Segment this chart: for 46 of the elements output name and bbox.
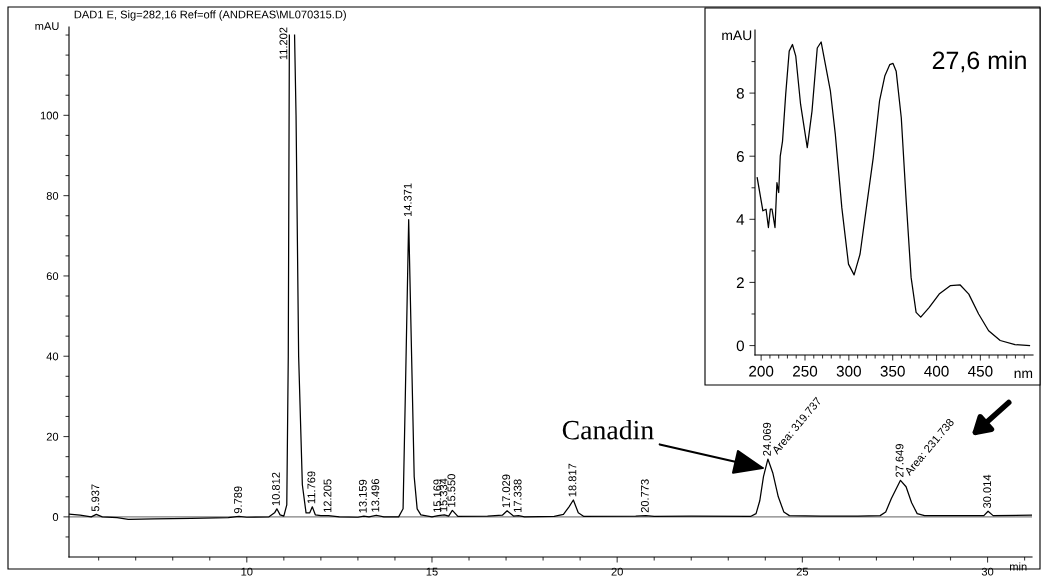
annotation: Canadin <box>562 419 654 440</box>
y-tick-label: 100 <box>40 111 59 120</box>
annotation: 13.496 <box>371 478 380 512</box>
annotation: 17.029 <box>502 474 511 508</box>
annotation: 12.205 <box>323 479 332 513</box>
annotation: 13.159 <box>358 479 367 513</box>
x-tick-label: 30 <box>981 567 994 576</box>
annotation: 11.202 <box>279 27 288 60</box>
y-tick-label: 80 <box>46 191 59 200</box>
y-tick-label: 60 <box>46 272 59 281</box>
annotation: 30.014 <box>983 474 992 509</box>
x-tick-label: 20 <box>611 567 623 576</box>
y-axis-title: mAU <box>722 30 752 41</box>
annotation: 5.937 <box>91 484 100 512</box>
y-tick-label: 40 <box>46 352 59 361</box>
y-tick-label: 20 <box>46 432 59 441</box>
annotation: 14.371 <box>403 183 412 217</box>
annotation: 9.789 <box>234 486 242 514</box>
annotation: 27.649 <box>895 444 904 477</box>
x-tick-label: 200 <box>749 365 774 377</box>
x-tick-label: 15 <box>426 567 438 576</box>
annotation: 18.817 <box>568 463 577 497</box>
annotation: 24.069 <box>762 422 771 456</box>
x-tick-label: 25 <box>796 567 809 576</box>
y-axis-title: mAU <box>35 22 59 30</box>
y-tick-label: 4 <box>736 214 745 225</box>
x-axis-title: nm <box>1014 370 1033 379</box>
x-tick-label: 450 <box>967 365 993 377</box>
x-tick-label: 300 <box>836 365 861 377</box>
y-tick-label: 0 <box>736 340 744 352</box>
x-tick-label: 10 <box>241 567 253 576</box>
x-tick-label: 350 <box>880 365 905 377</box>
y-tick-label: 0 <box>52 513 59 521</box>
x-tick-label: 250 <box>793 365 818 377</box>
y-tick-label: 8 <box>736 87 744 99</box>
text: 27,6 min <box>932 50 1026 73</box>
y-tick-label: 6 <box>736 151 744 162</box>
y-tick-label: 2 <box>736 277 744 288</box>
x-tick-label: 400 <box>924 365 949 377</box>
annotation: 17.338 <box>513 479 522 513</box>
chart-title: DAD1 E, Sig=282,16 Ref=off (ANDREAS\ML070315.D) <box>74 10 346 21</box>
x-axis-title: min <box>1010 562 1027 571</box>
annotation: 20.773 <box>640 479 649 513</box>
annotation: 11.769 <box>307 471 316 504</box>
annotation: 15.550 <box>447 474 456 507</box>
annotation: 10.812 <box>271 472 280 506</box>
